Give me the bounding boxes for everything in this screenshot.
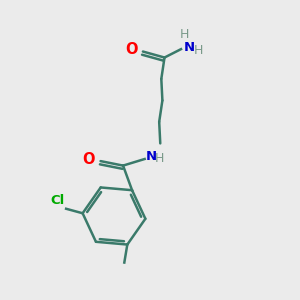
Text: Cl: Cl bbox=[50, 194, 64, 207]
Text: N: N bbox=[146, 150, 157, 163]
Text: H: H bbox=[155, 152, 164, 166]
Text: H: H bbox=[179, 28, 189, 41]
Text: N: N bbox=[184, 41, 195, 54]
Text: H: H bbox=[194, 44, 203, 57]
Text: O: O bbox=[83, 152, 95, 167]
Text: O: O bbox=[125, 42, 137, 57]
